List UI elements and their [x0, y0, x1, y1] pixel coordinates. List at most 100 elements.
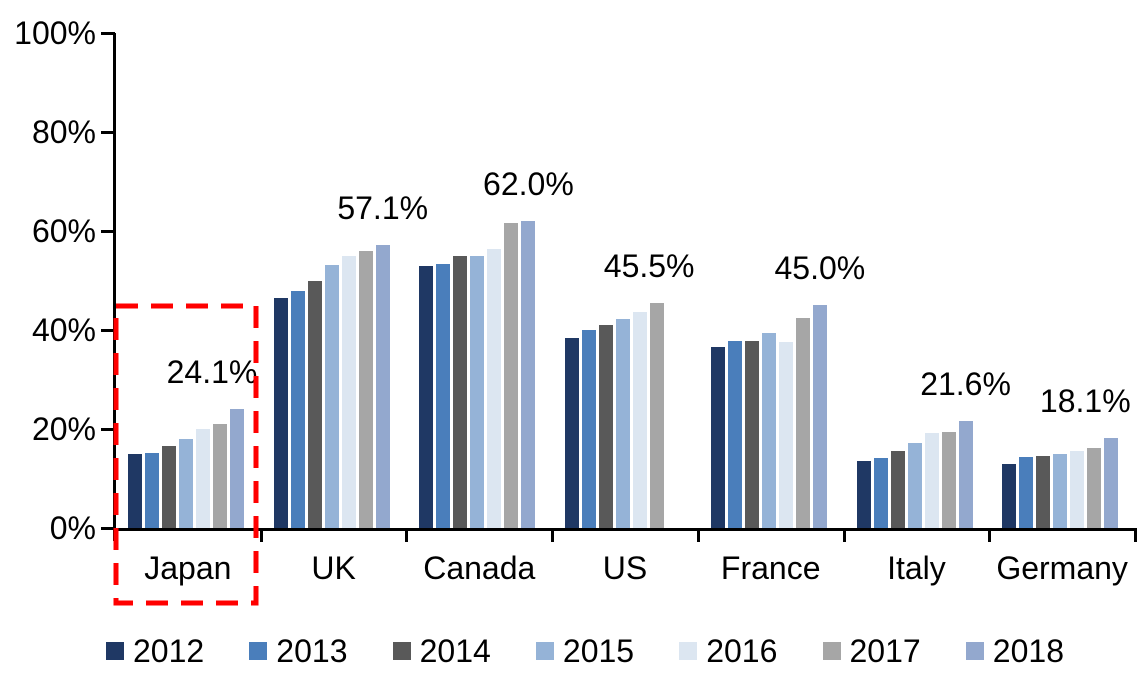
legend-swatch-icon — [392, 642, 411, 660]
legend-item-2012: 2012 — [106, 634, 204, 668]
bar-japan-2018 — [230, 408, 244, 528]
y-tick-mark — [101, 329, 115, 332]
category-tick-mark — [696, 531, 700, 542]
legend-item-2017: 2017 — [822, 633, 921, 669]
bar-japan-2017 — [213, 423, 227, 528]
category-label: Germany — [996, 550, 1128, 586]
category-tick-mark — [405, 531, 409, 542]
bar-japan-2012 — [128, 454, 142, 528]
bar-france-2015 — [761, 333, 776, 528]
bar-canada-2013 — [436, 263, 451, 528]
bar-us-2016 — [633, 311, 648, 528]
category-tick-mark — [842, 531, 846, 542]
bar-us-2017 — [650, 302, 665, 528]
y-tick-label: 60% — [31, 213, 96, 249]
bar-uk-2016 — [341, 255, 356, 528]
bar-us-2015 — [616, 319, 631, 528]
legend-item-2013: 2013 — [249, 634, 347, 668]
y-tick-label: 80% — [31, 114, 96, 150]
category-tick-mark — [988, 531, 992, 542]
legend-swatch-icon — [535, 642, 554, 660]
legend-label: 2017 — [849, 633, 921, 669]
bar-france-2017 — [795, 318, 810, 528]
bar-france-2013 — [727, 340, 742, 528]
y-tick-label: 0% — [49, 510, 96, 546]
bar-uk-2012 — [273, 298, 288, 528]
legend-item-2015: 2015 — [535, 633, 635, 669]
bar-germany-2018 — [1104, 438, 1119, 528]
bar-italy-2018 — [958, 421, 973, 528]
legend-swatch-icon — [822, 642, 841, 660]
bar-japan-2013 — [145, 453, 159, 528]
category-label: Japan — [144, 550, 232, 586]
bar-us-2013 — [582, 329, 597, 528]
y-tick-mark — [101, 527, 115, 530]
bar-canada-2017 — [504, 222, 519, 528]
bar-uk-2014 — [307, 280, 322, 528]
legend-swatch-icon — [679, 642, 698, 660]
bar-italy-2016 — [924, 432, 939, 528]
value-label: 21.6% — [920, 366, 1011, 403]
bar-japan-2014 — [162, 445, 176, 528]
bar-france-2014 — [744, 341, 759, 528]
legend-label: 2015 — [562, 633, 635, 669]
bar-germany-2014 — [1036, 455, 1051, 528]
y-tick-mark — [101, 428, 115, 431]
bar-italy-2014 — [890, 450, 905, 528]
bar-france-2016 — [778, 342, 793, 528]
legend-label: 2014 — [419, 633, 491, 669]
y-tick-mark — [101, 230, 115, 233]
legend-label: 2016 — [706, 633, 778, 669]
value-label: 18.1% — [1039, 383, 1131, 420]
bar-canada-2012 — [419, 265, 434, 528]
bar-italy-2015 — [907, 443, 922, 528]
bar-canada-2018 — [521, 221, 536, 528]
bar-france-2012 — [710, 346, 725, 528]
bar-japan-2016 — [196, 429, 210, 528]
value-label: 62.0% — [483, 166, 574, 203]
legend-item-2016: 2016 — [679, 634, 777, 668]
bar-us-2012 — [565, 337, 580, 528]
category-tick-mark — [259, 531, 263, 542]
category-label: Italy — [887, 550, 946, 586]
bar-uk-2015 — [324, 264, 339, 528]
legend-label: 2012 — [133, 633, 205, 669]
category-tick-mark — [551, 531, 555, 542]
category-label: France — [720, 550, 821, 586]
bar-italy-2017 — [941, 431, 956, 528]
y-tick-mark — [101, 32, 115, 35]
legend-item-2018: 2018 — [965, 633, 1064, 669]
bar-uk-2018 — [375, 245, 390, 528]
legend-swatch-icon — [106, 642, 124, 660]
x-axis-line — [113, 528, 1137, 531]
category-label: US — [602, 550, 648, 586]
legend-swatch-icon — [965, 642, 984, 660]
category-tick-mark — [1134, 531, 1137, 542]
category-label: UK — [311, 550, 356, 586]
bar-canada-2016 — [487, 249, 502, 528]
y-tick-label: 40% — [31, 312, 96, 348]
legend-label: 2018 — [992, 633, 1064, 669]
bar-canada-2014 — [453, 255, 468, 528]
bar-germany-2013 — [1019, 457, 1034, 528]
value-label: 24.1% — [166, 353, 258, 390]
bar-canada-2015 — [470, 256, 485, 528]
value-label: 45.5% — [603, 247, 695, 284]
legend-label: 2013 — [276, 633, 348, 669]
y-tick-label: 100% — [14, 15, 96, 51]
bar-japan-2015 — [179, 438, 193, 528]
bar-germany-2016 — [1070, 451, 1085, 528]
y-axis-line — [113, 33, 116, 541]
y-tick-label: 20% — [31, 411, 96, 447]
value-label: 57.1% — [337, 190, 429, 227]
legend-swatch-icon — [249, 642, 268, 660]
category-tick-mark — [114, 531, 117, 542]
value-label: 45.0% — [774, 250, 866, 287]
bar-italy-2012 — [856, 461, 871, 528]
bar-germany-2012 — [1002, 464, 1017, 528]
legend-item-2014: 2014 — [392, 633, 491, 669]
bar-uk-2013 — [290, 291, 305, 528]
bar-us-2014 — [599, 324, 614, 528]
bar-uk-2017 — [358, 250, 373, 528]
